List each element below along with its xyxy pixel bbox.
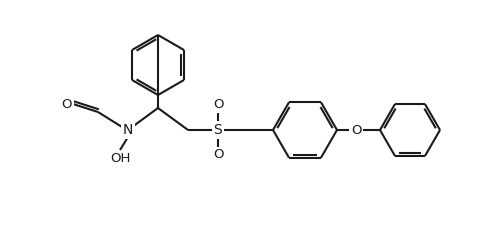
Text: O: O — [62, 97, 72, 111]
Text: OH: OH — [110, 153, 130, 165]
Text: O: O — [351, 124, 361, 136]
Text: O: O — [213, 98, 223, 112]
Text: S: S — [214, 123, 222, 137]
Text: N: N — [123, 123, 133, 137]
Text: O: O — [213, 149, 223, 161]
